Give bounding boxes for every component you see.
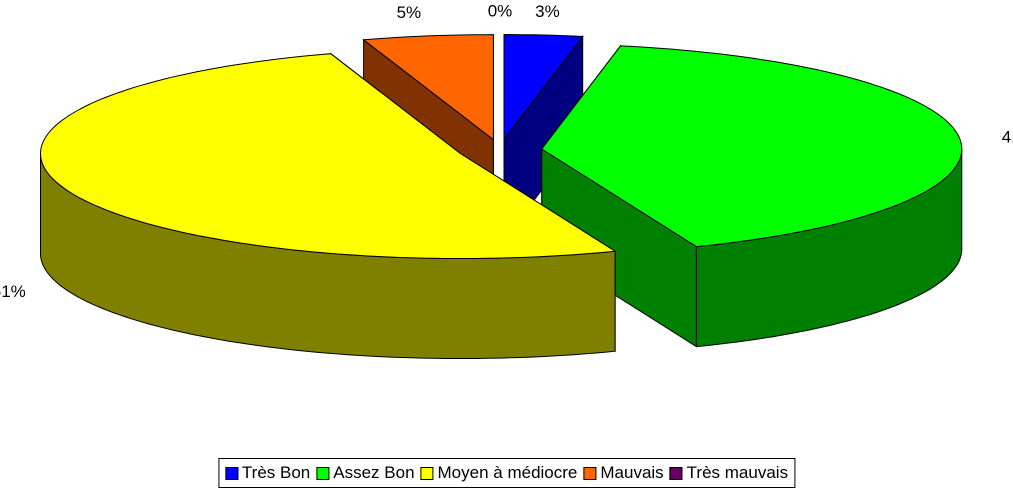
legend-swatch: [583, 466, 597, 480]
data-label: 5%: [397, 3, 422, 22]
legend-item: Mauvais: [583, 463, 664, 483]
slice-top: [541, 45, 963, 248]
legend-label: Moyen à médiocre: [437, 463, 578, 482]
slice-top: [503, 33, 584, 141]
legend-item: Très Bon: [224, 463, 311, 483]
legend-label: Mauvais: [600, 463, 664, 482]
legend-swatch: [669, 466, 683, 480]
data-label: 3%: [535, 2, 560, 21]
legend-label: Très Bon: [241, 463, 311, 482]
legend-label: Assez Bon: [333, 463, 415, 482]
slice-top: [39, 53, 617, 259]
slice-top: [362, 34, 494, 141]
legend-item: Assez Bon: [316, 463, 415, 483]
legend-swatch: [224, 466, 238, 480]
data-label: 41%: [1002, 128, 1013, 147]
data-label: 0%: [488, 1, 513, 20]
slice: [39, 52, 617, 359]
legend-item: Très mauvais: [669, 463, 789, 483]
legend-item: Moyen à médiocre: [420, 463, 578, 483]
legend-swatch: [420, 466, 434, 480]
chart: 0% 3% 5% 41% 51%: [0, 1, 1013, 359]
legend-label: Très mauvais: [686, 463, 789, 482]
legend: Très Bon Assez Bon Moyen à médiocre Mauvais…: [217, 458, 796, 488]
data-label: 51%: [0, 282, 26, 301]
legend-swatch: [316, 466, 330, 480]
slice: [541, 44, 963, 348]
